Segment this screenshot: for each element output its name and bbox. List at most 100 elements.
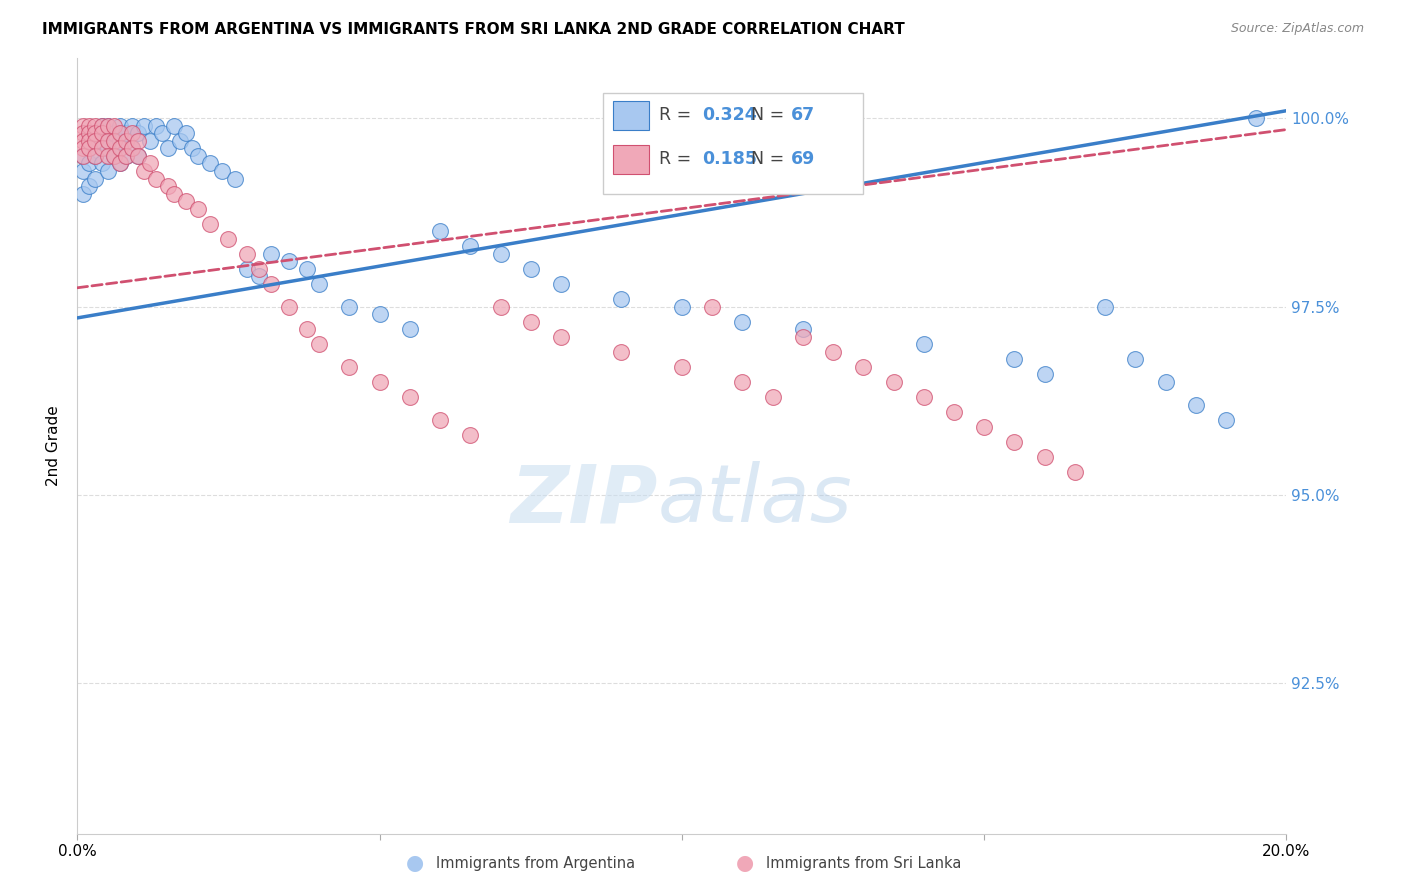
Point xyxy=(127,134,149,148)
Point xyxy=(1064,466,1087,480)
Point xyxy=(114,126,136,140)
Point xyxy=(187,202,209,216)
Point xyxy=(96,134,118,148)
Point xyxy=(90,119,112,133)
Point xyxy=(792,322,814,336)
Point xyxy=(84,119,107,133)
Point xyxy=(1123,352,1146,367)
Point xyxy=(1184,398,1206,412)
Text: 69: 69 xyxy=(790,150,815,168)
Point xyxy=(72,126,94,140)
Text: Immigrants from Sri Lanka: Immigrants from Sri Lanka xyxy=(766,856,962,871)
Point xyxy=(942,405,965,419)
Point xyxy=(79,141,101,155)
Point xyxy=(114,149,136,163)
Point xyxy=(550,330,572,344)
Point xyxy=(145,171,167,186)
Point xyxy=(169,134,191,148)
Point xyxy=(79,119,101,133)
Point xyxy=(1094,300,1116,314)
Point xyxy=(211,164,233,178)
Point xyxy=(260,277,283,291)
Point xyxy=(84,171,107,186)
Point xyxy=(90,134,112,148)
Point xyxy=(90,126,112,140)
Point xyxy=(821,344,844,359)
Point xyxy=(883,375,905,389)
Point xyxy=(671,300,693,314)
Point xyxy=(121,126,143,140)
Point xyxy=(1033,450,1056,465)
Point xyxy=(973,420,995,434)
Point xyxy=(132,119,155,133)
Point xyxy=(114,149,136,163)
Point xyxy=(84,149,107,163)
Point xyxy=(174,194,197,208)
Text: N =: N = xyxy=(740,150,790,168)
Point xyxy=(520,315,543,329)
Point xyxy=(520,262,543,277)
Point xyxy=(79,156,101,170)
Y-axis label: 2nd Grade: 2nd Grade xyxy=(46,406,62,486)
Point xyxy=(235,247,257,261)
Point xyxy=(150,126,173,140)
Point xyxy=(96,164,118,178)
Point xyxy=(79,126,101,140)
Point xyxy=(247,269,270,284)
Point xyxy=(90,119,112,133)
Point xyxy=(96,149,118,163)
Point xyxy=(429,412,451,426)
Point xyxy=(72,119,94,133)
Point xyxy=(108,156,131,170)
Point xyxy=(1215,412,1237,426)
Point xyxy=(731,315,754,329)
Point xyxy=(139,156,162,170)
Text: 0.185: 0.185 xyxy=(703,150,758,168)
Point xyxy=(114,134,136,148)
Point xyxy=(157,179,180,194)
Point xyxy=(96,141,118,155)
Point xyxy=(103,126,125,140)
Text: Immigrants from Argentina: Immigrants from Argentina xyxy=(436,856,636,871)
Point xyxy=(84,134,107,148)
Point xyxy=(550,277,572,291)
Point xyxy=(79,141,101,155)
Point xyxy=(224,171,246,186)
Point xyxy=(912,390,935,404)
Point xyxy=(429,224,451,238)
Text: Source: ZipAtlas.com: Source: ZipAtlas.com xyxy=(1230,22,1364,36)
Point xyxy=(200,156,222,170)
Point xyxy=(96,119,118,133)
Point xyxy=(127,149,149,163)
Point xyxy=(731,375,754,389)
Point xyxy=(458,239,481,253)
Point xyxy=(108,134,131,148)
Point xyxy=(308,277,330,291)
Point xyxy=(260,247,283,261)
Point xyxy=(489,300,512,314)
Point xyxy=(218,232,240,246)
Point xyxy=(852,359,875,374)
Text: IMMIGRANTS FROM ARGENTINA VS IMMIGRANTS FROM SRI LANKA 2ND GRADE CORRELATION CHA: IMMIGRANTS FROM ARGENTINA VS IMMIGRANTS … xyxy=(42,22,905,37)
Point xyxy=(72,134,94,148)
Point xyxy=(163,119,186,133)
Text: ZIP: ZIP xyxy=(510,461,658,540)
Point xyxy=(337,300,360,314)
Point xyxy=(90,141,112,155)
Point xyxy=(79,179,101,194)
Point xyxy=(368,375,391,389)
Point xyxy=(337,359,360,374)
Text: ●: ● xyxy=(737,854,754,873)
Point xyxy=(108,126,131,140)
Point xyxy=(132,164,155,178)
Point xyxy=(103,134,125,148)
Point xyxy=(72,164,94,178)
Point xyxy=(489,247,512,261)
Point xyxy=(912,337,935,351)
Point xyxy=(295,262,318,277)
Point xyxy=(399,390,422,404)
Point xyxy=(121,141,143,155)
Point xyxy=(295,322,318,336)
Point xyxy=(79,126,101,140)
Point xyxy=(72,186,94,201)
